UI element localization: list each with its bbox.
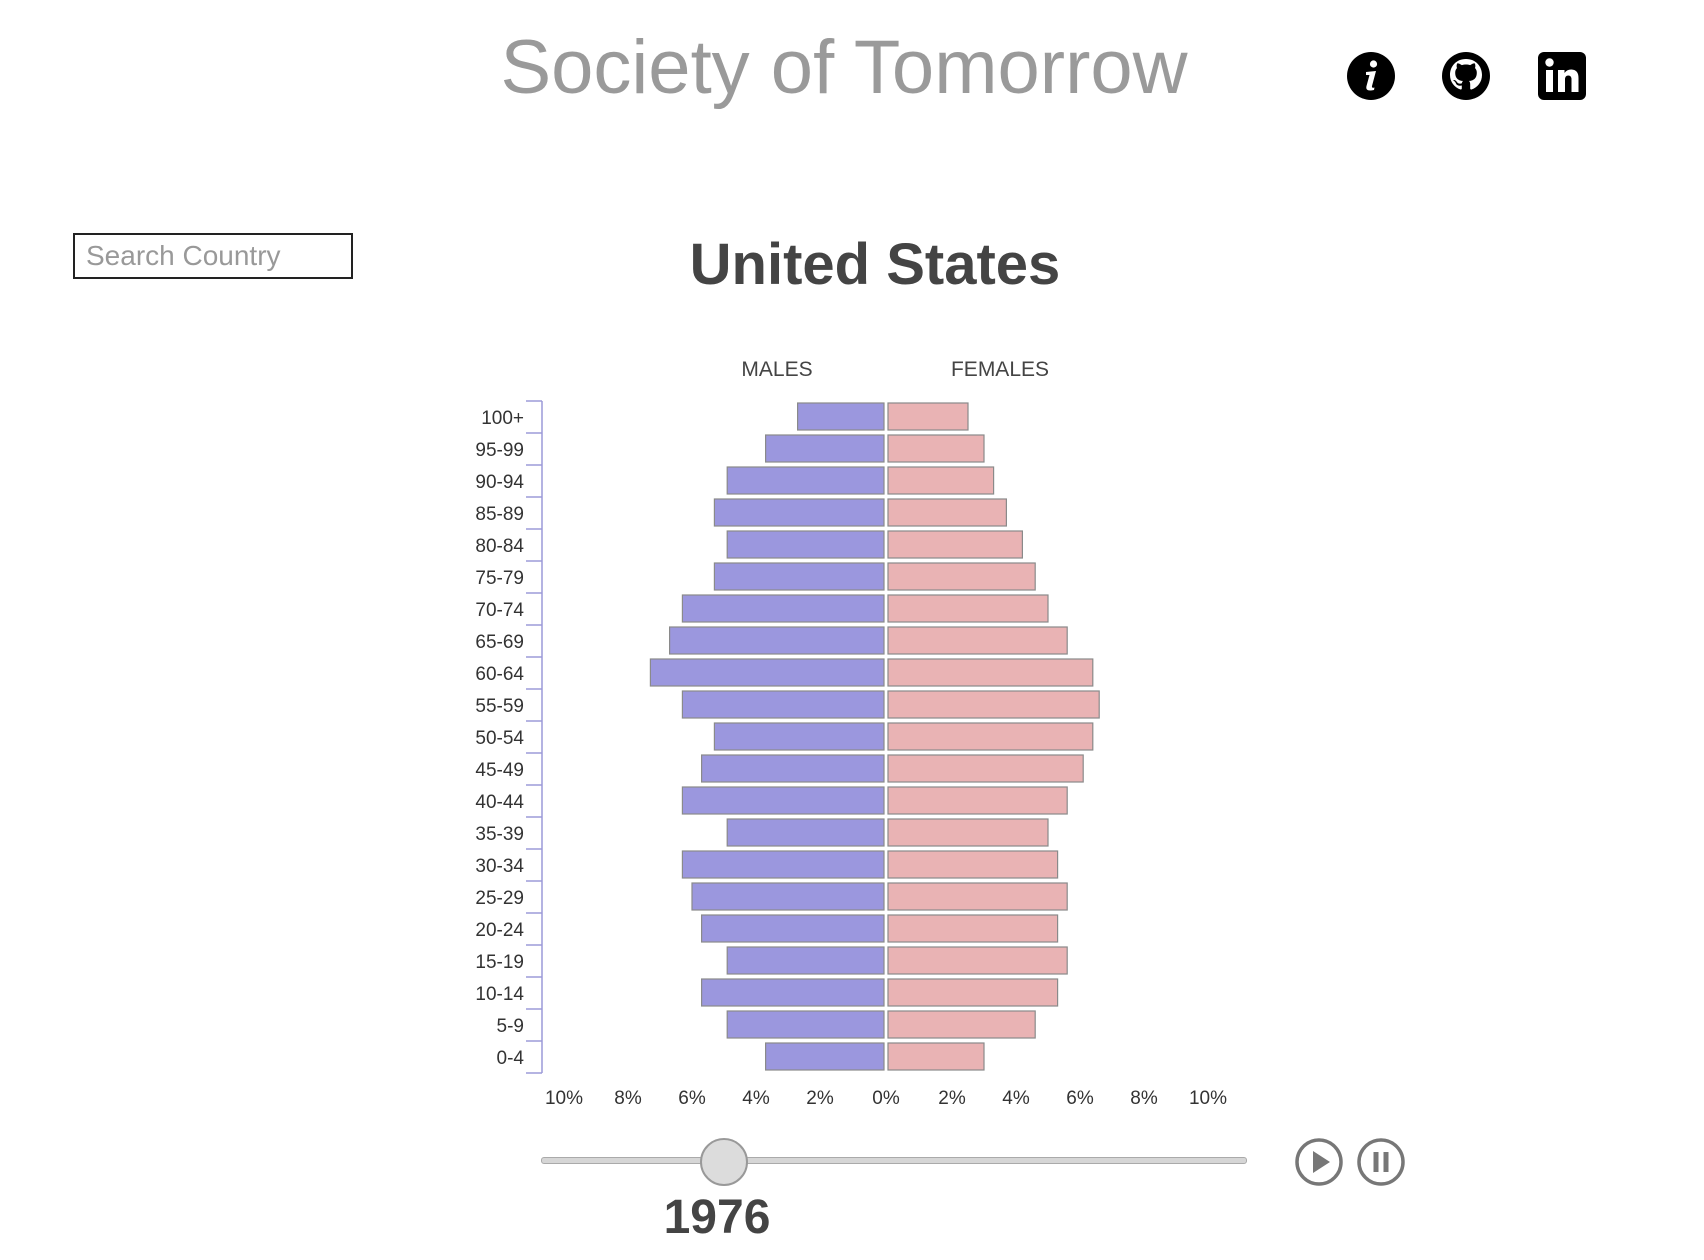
female-bar-90-94[interactable]: [887, 466, 995, 495]
female-bar-15-19[interactable]: [887, 946, 1068, 975]
x-tick-label: 0%: [872, 1088, 900, 1109]
age-tick-label: 100+: [481, 408, 524, 429]
age-tick-label: 15-19: [475, 952, 524, 973]
age-tick-label: 45-49: [475, 760, 524, 781]
year-slider-track[interactable]: [541, 1157, 1247, 1164]
male-bar-95-99[interactable]: [764, 434, 885, 463]
female-bar-40-44[interactable]: [887, 786, 1068, 815]
x-tick-label: 6%: [1066, 1088, 1094, 1109]
female-bar-95-99[interactable]: [887, 434, 985, 463]
female-bar-75-79[interactable]: [887, 562, 1036, 591]
bars-group: [649, 402, 1100, 1071]
play-button[interactable]: [1294, 1137, 1344, 1187]
female-bar-5-9[interactable]: [887, 1010, 1036, 1039]
male-bar-45-49[interactable]: [700, 754, 885, 783]
age-tick-label: 65-69: [475, 632, 524, 653]
female-bar-80-84[interactable]: [887, 530, 1023, 559]
male-bar-40-44[interactable]: [681, 786, 885, 815]
female-bar-0-4[interactable]: [887, 1042, 985, 1071]
x-tick-label: 2%: [938, 1088, 966, 1109]
male-bar-80-84[interactable]: [726, 530, 885, 559]
age-tick-label: 60-64: [475, 664, 524, 685]
year-label: 1976: [663, 1191, 771, 1244]
age-tick-label: 70-74: [475, 600, 524, 621]
male-bar-15-19[interactable]: [726, 946, 885, 975]
age-tick-label: 75-79: [475, 568, 524, 589]
age-tick-label: 25-29: [475, 888, 524, 909]
male-bar-5-9[interactable]: [726, 1010, 885, 1039]
year-slider-thumb[interactable]: [700, 1138, 749, 1186]
pause-icon: [1357, 1138, 1405, 1186]
age-tick-label: 40-44: [475, 792, 524, 813]
site-title: Society of Tomorrow: [0, 22, 1704, 114]
male-bar-30-34[interactable]: [681, 850, 885, 879]
female-bar-20-24[interactable]: [887, 914, 1059, 943]
pause-button[interactable]: [1356, 1137, 1406, 1187]
x-tick-label: 4%: [1002, 1088, 1030, 1109]
males-label: MALES: [741, 358, 812, 381]
age-tick-label: 10-14: [475, 984, 524, 1005]
female-bar-30-34[interactable]: [887, 850, 1059, 879]
female-bar-35-39[interactable]: [887, 818, 1049, 847]
female-bar-50-54[interactable]: [887, 722, 1094, 751]
female-bar-70-74[interactable]: [887, 594, 1049, 623]
male-bar-90-94[interactable]: [726, 466, 885, 495]
search-country-input[interactable]: [73, 233, 353, 279]
male-bar-100+[interactable]: [796, 402, 885, 431]
linkedin-icon[interactable]: [1536, 50, 1588, 102]
age-group-axis: 100+ 95-99 90-94 85-89 80-84 75-79 70-74 65-69 6…: [475, 400, 543, 1074]
play-icon: [1295, 1138, 1343, 1186]
age-tick-label: 90-94: [475, 472, 524, 493]
population-pyramid-chart: MALES FEMALES 100+ 95-99 90-94 85-89 80-84 75…: [475, 358, 1227, 1109]
site-title-text: Society of Tomorrow: [500, 25, 1188, 110]
age-tick-label: 30-34: [475, 856, 524, 877]
age-tick-label: 85-89: [475, 504, 524, 525]
male-bar-50-54[interactable]: [713, 722, 885, 751]
x-tick-label: 10%: [545, 1088, 583, 1109]
female-bar-85-89[interactable]: [887, 498, 1008, 527]
age-tick-label: 95-99: [475, 440, 524, 461]
x-tick-label: 6%: [678, 1088, 706, 1109]
female-bar-100+[interactable]: [887, 402, 969, 431]
female-bar-65-69[interactable]: [887, 626, 1068, 655]
age-tick-label: 35-39: [475, 824, 524, 845]
male-bar-25-29[interactable]: [691, 882, 885, 911]
male-bar-65-69[interactable]: [668, 626, 885, 655]
age-tick-label: 0-4: [497, 1048, 525, 1069]
male-bar-0-4[interactable]: [764, 1042, 885, 1071]
age-tick-label: 20-24: [475, 920, 524, 941]
female-bar-25-29[interactable]: [887, 882, 1068, 911]
github-icon[interactable]: [1440, 50, 1492, 102]
male-bar-55-59[interactable]: [681, 690, 885, 719]
percent-axis: 10% 8% 6% 4% 2% 0% 2% 4% 6% 8% 10%: [545, 1088, 1227, 1109]
male-bar-35-39[interactable]: [726, 818, 885, 847]
female-bar-60-64[interactable]: [887, 658, 1094, 687]
country-title: United States: [689, 232, 1061, 297]
x-tick-label: 4%: [742, 1088, 770, 1109]
x-tick-label: 8%: [614, 1088, 642, 1109]
age-tick-label: 50-54: [475, 728, 524, 749]
male-bar-70-74[interactable]: [681, 594, 885, 623]
male-bar-75-79[interactable]: [713, 562, 885, 591]
female-bar-10-14[interactable]: [887, 978, 1059, 1007]
female-bar-45-49[interactable]: [887, 754, 1084, 783]
male-bar-85-89[interactable]: [713, 498, 885, 527]
x-tick-label: 2%: [806, 1088, 834, 1109]
male-bar-10-14[interactable]: [700, 978, 885, 1007]
female-bar-55-59[interactable]: [887, 690, 1100, 719]
x-tick-label: 10%: [1189, 1088, 1227, 1109]
info-icon[interactable]: [1345, 50, 1397, 102]
x-tick-label: 8%: [1130, 1088, 1158, 1109]
male-bar-20-24[interactable]: [700, 914, 885, 943]
females-label: FEMALES: [951, 358, 1049, 381]
age-tick-label: 5-9: [497, 1016, 524, 1037]
age-tick-label: 80-84: [475, 536, 524, 557]
age-tick-label: 55-59: [475, 696, 524, 717]
male-bar-60-64[interactable]: [649, 658, 885, 687]
